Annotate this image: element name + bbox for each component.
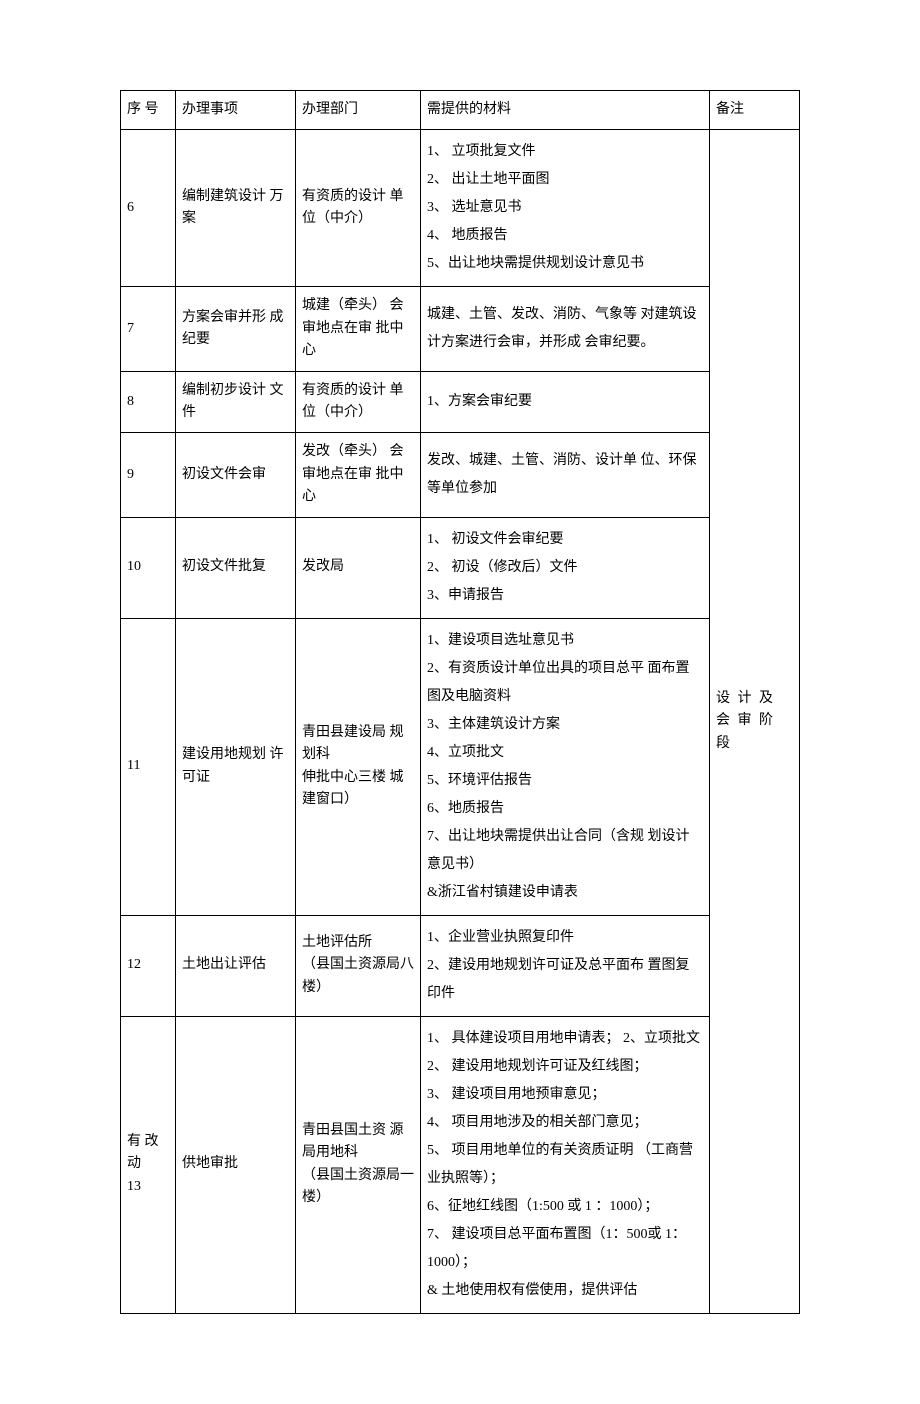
header-item: 办理事项 [176,91,296,130]
cell-material: 1、 初设文件会审纪要 2、 初设（修改后）文件 3、申请报告 [421,517,710,618]
cell-material: 1、 立项批复文件 2、 出让土地平面图 3、 选址意见书 4、 地质报告 5、… [421,130,710,287]
cell-material: 1、企业营业执照复印件 2、建设用地规划许可证及总平面布 置图复印件 [421,915,710,1016]
cell-item: 方案会审并形 成纪要 [176,287,296,371]
cell-material: 1、 具体建设项目用地申请表； 2、立项批文 2、 建设用地规划许可证及红线图；… [421,1016,710,1313]
cell-dept: 青田县国土资 源局用地科 （县国土资源局一楼） [296,1016,421,1313]
header-seq: 序 号 [121,91,176,130]
cell-seq: 6 [121,130,176,287]
cell-item: 初设文件会审 [176,433,296,517]
cell-seq: 有 改动 13 [121,1016,176,1313]
cell-seq: 12 [121,915,176,1016]
approval-table: 序 号 办理事项 办理部门 需提供的材料 备注 6编制建筑设计 万案有资质的设计… [120,90,800,1314]
table-row: 7方案会审并形 成纪要城建（牵头） 会审地点在审 批中心城建、土管、发改、消防、… [121,287,800,371]
header-material: 需提供的材料 [421,91,710,130]
cell-dept: 发改（牵头） 会审地点在审 批中心 [296,433,421,517]
cell-item: 编制初步设计 文件 [176,371,296,433]
table-row: 11建设用地规划 许可证青田县建设局 规划科 伸批中心三楼 城建窗口）1、建设项… [121,618,800,915]
cell-item: 土地出让评估 [176,915,296,1016]
cell-material: 1、建设项目选址意见书 2、有资质设计单位出具的项目总平 面布置图及电脑资料 3… [421,618,710,915]
table-row: 6编制建筑设计 万案有资质的设计 单位（中介）1、 立项批复文件 2、 出让土地… [121,130,800,287]
cell-material: 发改、城建、土管、消防、设计单 位、环保等单位参加 [421,433,710,517]
table-row: 12土地出让评估土地评估所 （县国土资源局八楼）1、企业营业执照复印件 2、建设… [121,915,800,1016]
cell-seq: 11 [121,618,176,915]
cell-dept: 发改局 [296,517,421,618]
table-header-row: 序 号 办理事项 办理部门 需提供的材料 备注 [121,91,800,130]
cell-material: 1、方案会审纪要 [421,371,710,433]
cell-seq: 10 [121,517,176,618]
cell-item: 建设用地规划 许可证 [176,618,296,915]
table-row: 有 改动 13供地审批青田县国土资 源局用地科 （县国土资源局一楼）1、 具体建… [121,1016,800,1313]
cell-note: 设 计 及 会 审 阶 段 [710,130,800,1313]
cell-dept: 城建（牵头） 会审地点在审 批中心 [296,287,421,371]
cell-seq: 9 [121,433,176,517]
cell-seq: 8 [121,371,176,433]
cell-item: 供地审批 [176,1016,296,1313]
table-row: 8编制初步设计 文件有资质的设计 单位（中介）1、方案会审纪要 [121,371,800,433]
cell-dept: 有资质的设计 单位（中介） [296,130,421,287]
table-row: 10初设文件批复发改局1、 初设文件会审纪要 2、 初设（修改后）文件 3、申请… [121,517,800,618]
table-row: 9初设文件会审发改（牵头） 会审地点在审 批中心发改、城建、土管、消防、设计单 … [121,433,800,517]
header-dept: 办理部门 [296,91,421,130]
cell-dept: 土地评估所 （县国土资源局八楼） [296,915,421,1016]
cell-dept: 有资质的设计 单位（中介） [296,371,421,433]
cell-seq: 7 [121,287,176,371]
cell-dept: 青田县建设局 规划科 伸批中心三楼 城建窗口） [296,618,421,915]
cell-material: 城建、土管、发改、消防、气象等 对建筑设计方案进行会审，并形成 会审纪要。 [421,287,710,371]
cell-item: 编制建筑设计 万案 [176,130,296,287]
cell-item: 初设文件批复 [176,517,296,618]
header-note: 备注 [710,91,800,130]
